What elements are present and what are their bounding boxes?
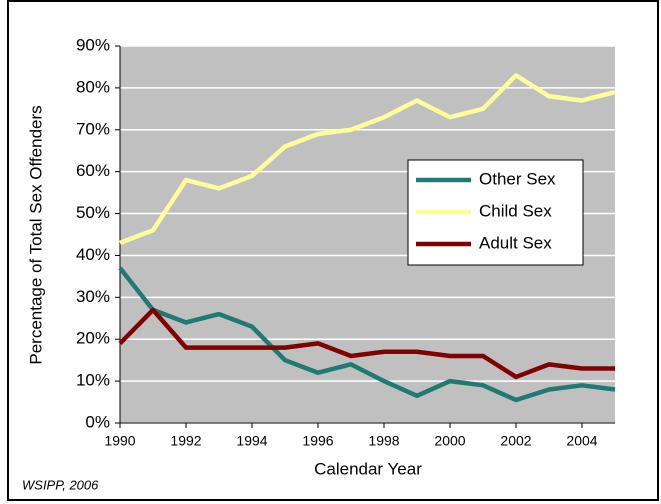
legend-label: Adult Sex: [479, 233, 552, 252]
y-tick-label: 70%: [76, 119, 110, 138]
y-tick-label: 0%: [85, 412, 110, 431]
legend-label: Other Sex: [479, 169, 556, 188]
x-tick-label: 1990: [104, 433, 135, 449]
series-line: [118, 307, 615, 380]
x-tick-label: 2004: [566, 433, 597, 449]
y-axis-title: Percentage of Total Sex Offenders: [26, 105, 45, 364]
y-tick-label: 60%: [76, 161, 110, 180]
x-tick-label: 1996: [302, 433, 333, 449]
y-tick-label: 40%: [76, 245, 110, 264]
y-tick-label: 50%: [76, 203, 110, 222]
y-tick-label: 20%: [76, 329, 110, 348]
x-axis-title: Calendar Year: [314, 459, 422, 478]
x-tick-label: 2000: [434, 433, 465, 449]
source-note: WSIPP, 2006: [22, 477, 99, 492]
y-tick-label: 80%: [76, 77, 110, 96]
y-tick-label: 10%: [76, 371, 110, 390]
y-tick-label: 30%: [76, 287, 110, 306]
x-tick-label: 1994: [236, 433, 267, 449]
legend-label: Child Sex: [479, 201, 552, 220]
y-tick-label: 90%: [76, 35, 110, 54]
series-line: [119, 73, 616, 245]
x-tick-label: 1992: [170, 433, 201, 449]
series-line: [118, 266, 616, 403]
x-tick-label: 2002: [500, 433, 531, 449]
x-tick-label: 1998: [368, 433, 399, 449]
